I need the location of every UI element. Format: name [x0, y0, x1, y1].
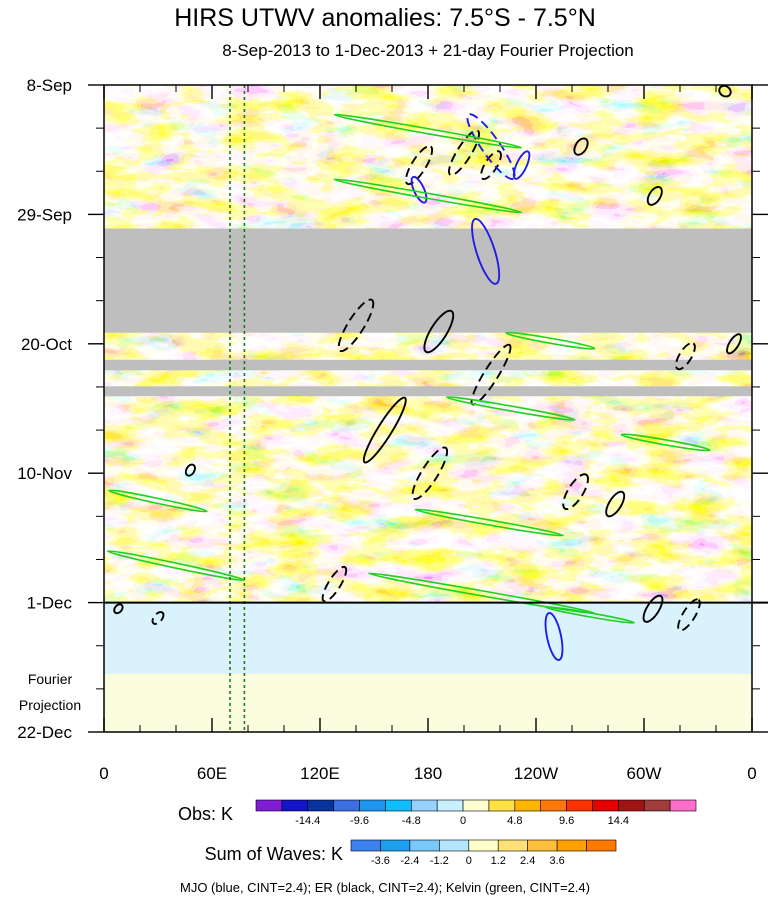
mjo-contour-24 — [512, 150, 531, 180]
waves-colorbar-swatch-1 — [380, 839, 411, 852]
er-contour-7 — [337, 298, 375, 353]
projection-note-line-2: Projection — [19, 697, 81, 713]
waves-colorbar-swatch-7 — [556, 839, 587, 852]
obs-colorbar-tick-1: -9.6 — [350, 815, 369, 827]
waves-colorbar-label: Sum of Waves: K — [205, 844, 343, 864]
mjo-contour-26 — [544, 612, 564, 661]
kelvin-contour-28 — [333, 178, 523, 214]
obs-colorbar-swatch-6 — [410, 799, 438, 812]
projection-note-line-1: Fourier — [28, 671, 73, 687]
x-tick-label-2: 120E — [300, 764, 340, 783]
er-contour-1 — [718, 85, 732, 98]
x-tick-label-0: 0 — [99, 764, 108, 783]
er-contour-15 — [726, 333, 742, 355]
waves-colorbar-tick-1: -2.4 — [400, 855, 419, 867]
chart-subtitle: 8-Sep-2013 to 1-Dec-2013 + 21-day Fourie… — [222, 41, 634, 60]
er-contour-20 — [151, 611, 165, 625]
er-contour-6 — [646, 185, 663, 206]
kelvin-contour-27 — [333, 113, 523, 149]
er-contour-11 — [411, 446, 449, 500]
x-tick-label-4: 120W — [514, 764, 558, 783]
obs-colorbar-swatch-4 — [359, 799, 386, 812]
er-contour-3 — [404, 145, 434, 186]
waves-colorbar-tick-6: 3.6 — [549, 855, 564, 867]
x-tick-label-3: 180 — [414, 764, 442, 783]
er-contour-13 — [605, 490, 626, 518]
obs-colorbar-tick-0: -14.4 — [295, 815, 320, 827]
y-tick-label-3: 10-Nov — [17, 464, 72, 483]
obs-colorbar-swatch-7 — [436, 799, 464, 812]
waves-colorbar-tick-2: -1.2 — [430, 855, 449, 867]
chart-title: HIRS UTWV anomalies: 7.5°S - 7.5°N — [174, 4, 596, 32]
kelvin-contour-30 — [445, 396, 576, 421]
y-tick-label-2: 20-Oct — [21, 335, 72, 354]
obs-colorbar-swatch-12 — [566, 799, 593, 812]
obs-colorbar-swatch-0 — [255, 799, 283, 812]
obs-colorbar-tick-4: 4.8 — [507, 815, 522, 827]
mjo-contour-23 — [410, 175, 428, 204]
obs-colorbar-tick-3: 0 — [460, 815, 466, 827]
waves-colorbar-swatch-4 — [468, 839, 499, 852]
missing-data-band-1 — [104, 228, 752, 333]
waves-colorbar-tick-4: 1.2 — [491, 855, 506, 867]
obs-colorbar-tick-6: 14.4 — [608, 815, 629, 827]
er-contour-5 — [573, 137, 589, 156]
obs-colorbar-swatch-2 — [307, 799, 334, 812]
obs-colorbar-swatch-16 — [669, 799, 697, 812]
waves-colorbar-swatch-0 — [350, 839, 381, 852]
mjo-contour-25 — [471, 217, 501, 285]
x-tick-label-6: 0 — [747, 764, 756, 783]
er-contour-16 — [184, 463, 196, 477]
obs-colorbar-swatch-8 — [462, 799, 490, 812]
x-tick-label-5: 60W — [627, 764, 662, 783]
waves-colorbar-swatch-8 — [586, 839, 617, 852]
obs-colorbar-tick-2: -4.8 — [402, 815, 421, 827]
obs-colorbar-tick-5: 9.6 — [559, 815, 574, 827]
obs-colorbar-swatch-14 — [618, 799, 645, 812]
er-contour-18 — [642, 594, 664, 623]
kelvin-contour-32 — [108, 489, 208, 513]
observed-anomaly-field — [104, 85, 752, 603]
kelvin-contour-29 — [505, 331, 596, 350]
obs-colorbar-swatch-3 — [333, 799, 360, 812]
obs-colorbar-swatch-1 — [281, 799, 309, 812]
y-tick-label-4: 1-Dec — [27, 594, 73, 613]
obs-colorbar-swatch-11 — [540, 799, 567, 812]
wave-legend-footer: MJO (blue, CINT=2.4); ER (black, CINT=2.… — [180, 880, 590, 895]
obs-colorbar-swatch-13 — [592, 799, 619, 812]
waves-colorbar-swatch-3 — [439, 839, 470, 852]
er-contour-12 — [562, 473, 589, 511]
waves-colorbar-tick-3: 0 — [466, 855, 472, 867]
waves-colorbar-tick-0: -3.6 — [371, 855, 390, 867]
plot-area — [104, 85, 752, 732]
er-contour-10 — [362, 396, 407, 464]
kelvin-contour-34 — [106, 550, 246, 582]
kelvin-contour-33 — [414, 508, 564, 537]
er-contour-17 — [321, 565, 348, 603]
er-contour-14 — [675, 342, 696, 371]
waves-colorbar-swatch-5 — [497, 839, 528, 852]
er-contour-19 — [677, 598, 701, 632]
x-tick-label-1: 60E — [197, 764, 227, 783]
waves-colorbar-swatch-2 — [409, 839, 440, 852]
obs-colorbar-swatch-9 — [488, 799, 516, 812]
y-tick-label-0: 8-Sep — [27, 76, 72, 95]
obs-colorbar-swatch-15 — [643, 799, 671, 812]
waves-colorbar-tick-5: 2.4 — [520, 855, 535, 867]
waves-colorbar-swatch-6 — [527, 839, 558, 852]
y-tick-label-1: 29-Sep — [17, 205, 72, 224]
er-contour-21 — [113, 603, 124, 615]
obs-colorbar-swatch-10 — [514, 799, 542, 812]
kelvin-contour-31 — [620, 433, 711, 452]
kelvin-contour-36 — [544, 606, 636, 624]
obs-colorbar: -14.4 -9.6 -4.8 0 4.8 9.6 14.4 — [255, 799, 697, 827]
waves-colorbar: -3.6 -2.4 -1.2 0 1.2 2.4 3.6 — [350, 839, 617, 867]
er-contour-8 — [423, 309, 455, 354]
obs-colorbar-label: Obs: K — [178, 804, 233, 824]
missing-data-band-3 — [104, 386, 752, 397]
missing-data-band-2 — [104, 359, 752, 371]
y-tick-label-5: 22-Dec — [17, 723, 72, 742]
obs-colorbar-swatch-5 — [385, 799, 412, 812]
